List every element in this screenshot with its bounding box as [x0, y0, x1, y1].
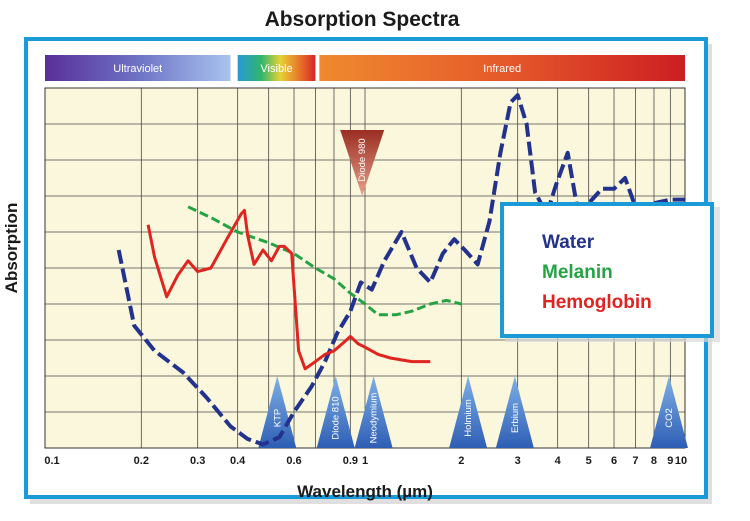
series-water — [116, 93, 685, 447]
laser-label: CO2 — [664, 408, 675, 428]
x-tick-label: 7 — [632, 455, 638, 467]
laser-diode-810: Diode 810 — [316, 376, 355, 448]
x-tick-label: 0.2 — [134, 455, 149, 467]
laser-label: KTP — [272, 409, 283, 427]
x-tick-label: 0.1 — [44, 455, 59, 467]
laser-triangle — [354, 376, 393, 448]
laser-triangle — [449, 376, 488, 448]
band-infrared — [319, 55, 685, 81]
chart-title: Absorption Spectra — [265, 8, 460, 31]
laser-diode-980: Diode 980 — [340, 130, 385, 196]
legend-entry-hemoglobin: Hemoglobin — [542, 292, 652, 313]
legend-entry-melanin: Melanin — [542, 262, 613, 283]
x-axis-label: Wavelength (µm) — [297, 482, 433, 501]
x-tick-label: 8 — [651, 455, 657, 467]
y-axis-label: Absorption — [2, 203, 21, 294]
laser-label: Diode 980 — [357, 138, 368, 181]
x-tick-label: 6 — [611, 455, 617, 467]
x-tick-label: 9 — [667, 455, 673, 467]
legend-entries: Water Melanin Hemoglobin — [542, 232, 652, 313]
laser-label: Neodymium — [369, 393, 380, 444]
x-tick-label: 0.9 — [343, 455, 358, 467]
x-tick-label: 5 — [586, 455, 592, 467]
laser-label: Erbium — [510, 403, 521, 433]
band-label: Infrared — [483, 63, 521, 75]
band-label: Ultraviolet — [113, 63, 162, 75]
x-tick-label: 10 — [675, 455, 687, 467]
x-tick-label: 4 — [555, 455, 562, 467]
x-tick-labels: 0.1 0.2 0.3 0.4 0.6 0.9 1 2 3 4 5 6 7 8 9 10 — [44, 455, 687, 467]
laser-erbium: Erbium — [495, 376, 534, 448]
legend: Water Melanin Hemoglobin — [500, 202, 720, 342]
x-tick-label: 3 — [515, 455, 521, 467]
band-ultraviolet — [45, 55, 231, 81]
laser-label: Holmium — [463, 399, 474, 437]
laser-triangle — [316, 376, 355, 448]
series-lines — [116, 93, 685, 447]
band-visible — [237, 55, 316, 81]
laser-holmium: Holmium — [449, 376, 488, 448]
x-tick-label: 0.6 — [286, 455, 301, 467]
laser-markers: Diode 980 KTP Diode 810 Neodymium Holmium Erb… — [258, 130, 688, 448]
spectrum-bands: Ultraviolet Visible Infrared — [45, 55, 685, 81]
x-tick-label: 1 — [362, 455, 368, 467]
band-label: Visible — [260, 63, 292, 75]
x-tick-label: 2 — [458, 455, 464, 467]
laser-co2: CO2 — [650, 376, 688, 448]
laser-label: Diode 810 — [331, 396, 342, 439]
legend-entry-water: Water — [542, 232, 595, 253]
laser-ktp: KTP — [258, 376, 297, 448]
laser-neodymium: Neodymium — [354, 376, 393, 448]
x-tick-label: 0.4 — [230, 455, 246, 467]
laser-triangle — [258, 376, 297, 448]
legend-box — [500, 202, 714, 338]
laser-triangle — [340, 130, 385, 196]
series-hemoglobin — [146, 208, 431, 371]
laser-triangle — [495, 376, 534, 448]
x-tick-label: 0.3 — [190, 455, 205, 467]
laser-triangle — [650, 376, 688, 448]
